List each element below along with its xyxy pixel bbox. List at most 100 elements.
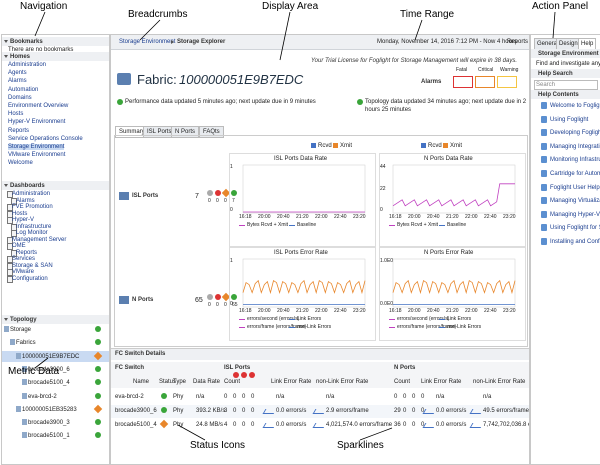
column-header[interactable]: Type (173, 379, 187, 385)
help-item[interactable]: Welcome to Foglight (550, 103, 600, 109)
legend-item: errors/frame (errors/frame) (247, 324, 307, 330)
nav-item[interactable]: Welcome (8, 160, 33, 167)
nav-item[interactable]: Hosts (8, 111, 24, 118)
nav-item[interactable]: eva-brcd-2 (28, 393, 57, 400)
nav-item[interactable]: Domains (8, 94, 32, 101)
nav-item[interactable]: Configuration (12, 275, 48, 282)
chart-plot (392, 258, 516, 308)
nav-item[interactable]: Alarms (16, 197, 35, 204)
nav-item[interactable]: FVE Promotion (12, 204, 53, 210)
isl-count: 4 (224, 422, 228, 428)
column-header[interactable]: Status (159, 379, 177, 385)
nav-item[interactable]: Agents (8, 70, 27, 77)
nav-item[interactable]: 100000051EB35283 (22, 406, 77, 413)
nav-item[interactable]: brocade5100_4 (28, 380, 70, 387)
legend-item: non-Link Errors (297, 324, 332, 330)
action-description: Find and investigate any component (536, 61, 600, 67)
legend-swatch (389, 327, 395, 328)
nav-item[interactable]: Service Operations Console (8, 135, 83, 142)
nav-item[interactable]: Fabrics (16, 340, 36, 347)
nav-item[interactable]: Hosts (12, 210, 28, 217)
section-header-bg (531, 69, 600, 78)
x-tick-label: 21:20 (296, 308, 309, 314)
nav-item[interactable]: brocade3900_3 (28, 420, 70, 427)
nav-item[interactable]: Automation (8, 86, 39, 93)
switch-type: Phy (173, 408, 184, 414)
x-tick-label: 23:20 (503, 214, 516, 220)
help-item[interactable]: Using Foglight for Storage (550, 225, 600, 232)
nav-item[interactable]: Storage Environment (8, 144, 65, 150)
help-item[interactable]: Installing and Configuring (550, 239, 600, 245)
x-tick-label: 20:40 (427, 214, 440, 220)
nav-item[interactable]: Log Monitor (16, 230, 48, 236)
chart-title: N Ports Error Rate (424, 250, 474, 256)
nav-item[interactable]: Storage (10, 327, 32, 333)
fabric-name: 100000051E9B7EDC (179, 72, 304, 87)
n-count: 0 (421, 422, 425, 428)
n-count: 0 (421, 408, 425, 414)
switch-name[interactable]: brocade3900_6 (115, 408, 157, 414)
column-header[interactable]: Count (394, 379, 411, 385)
legend-item: Link Errors (447, 316, 472, 322)
column-header[interactable]: non-Link Error Rate (316, 379, 369, 385)
nav-item[interactable]: brocade3900_6 (28, 366, 70, 373)
nav-item[interactable]: Reports (8, 127, 30, 134)
help-item[interactable]: Cartridge for Automation (550, 171, 600, 177)
legend-item: errors/second (errors/s) (397, 316, 450, 322)
column-header[interactable]: Count (224, 379, 241, 385)
nav-item[interactable]: VMware (12, 269, 35, 275)
column-header[interactable]: non-Link Error Rate (473, 379, 526, 385)
nav-section-title: Dashboards (10, 183, 45, 189)
nav-section-title: Homes (10, 54, 31, 60)
column-header[interactable]: Data Rate (193, 379, 221, 385)
y-tick-label: 0 (380, 207, 383, 213)
status-icon (95, 392, 101, 399)
help-item[interactable]: Managing Hyper-V (550, 211, 600, 218)
help-item[interactable]: Monitoring Infrastructure (550, 157, 600, 164)
x-tick-label: 22:00 (315, 308, 328, 314)
nav-item[interactable]: OME (12, 243, 26, 249)
column-header[interactable]: Link Error Rate (421, 379, 462, 385)
status-icon (207, 190, 213, 196)
nav-item[interactable]: Alarms (8, 78, 27, 85)
nav-item[interactable]: Hyper-V (12, 217, 35, 223)
x-tick-label: 23:20 (503, 308, 516, 314)
nav-item[interactable]: Administration (12, 191, 51, 197)
help-item[interactable]: Using Foglight (550, 116, 589, 123)
help-item[interactable]: Developing Foglight (550, 130, 600, 137)
status-count: 0 (208, 302, 211, 308)
column-header[interactable]: Name (133, 379, 150, 385)
help-item[interactable]: Managing Integrations (550, 143, 600, 150)
help-item[interactable]: Foglight User Help (550, 184, 600, 191)
x-tick-label: 20:40 (277, 308, 290, 314)
nav-item[interactable]: Administration (8, 62, 47, 68)
column-group: N Ports (394, 365, 416, 371)
switch-name[interactable]: eva-brcd-2 (115, 394, 144, 400)
nav-item[interactable]: Infrastructure (16, 223, 52, 230)
reports-menu[interactable]: Reports (507, 39, 529, 45)
help-book-icon (541, 142, 547, 150)
tree-icon (16, 405, 21, 412)
x-tick-label: 20:40 (277, 214, 290, 220)
nav-item[interactable]: Environment Overview (8, 103, 69, 109)
nav-item[interactable]: Management Server (12, 236, 67, 243)
isl-count: 3 (224, 408, 228, 414)
nav-item[interactable]: brocade5100_1 (28, 433, 70, 440)
nav-item[interactable]: Services (12, 256, 36, 262)
nav-item[interactable]: 100000051E9B7EDC (22, 353, 80, 360)
search-input[interactable]: Search (536, 82, 556, 88)
switch-name[interactable]: brocade5100_4 (115, 422, 157, 428)
nav-item[interactable]: Hyper-V Environment (8, 119, 66, 126)
breadcrumb[interactable]: Storage Environment (119, 39, 176, 45)
nav-item[interactable]: VMware Environment (8, 152, 66, 159)
nav-item[interactable]: Reports (16, 249, 38, 256)
help-item[interactable]: Managing Virtualization (550, 198, 600, 205)
nav-item[interactable]: There are no bookmarks (8, 46, 74, 53)
legend-swatch (289, 319, 295, 320)
metric-value: n/a (326, 394, 335, 400)
time-range[interactable]: Monday, November 14, 2016 7:12 PM - Now … (377, 39, 517, 45)
column-header[interactable]: Link Error Rate (271, 379, 312, 385)
status-icon (215, 294, 221, 300)
nav-item[interactable]: Storage & SAN (12, 262, 53, 269)
x-tick-label: 16:18 (239, 214, 252, 220)
